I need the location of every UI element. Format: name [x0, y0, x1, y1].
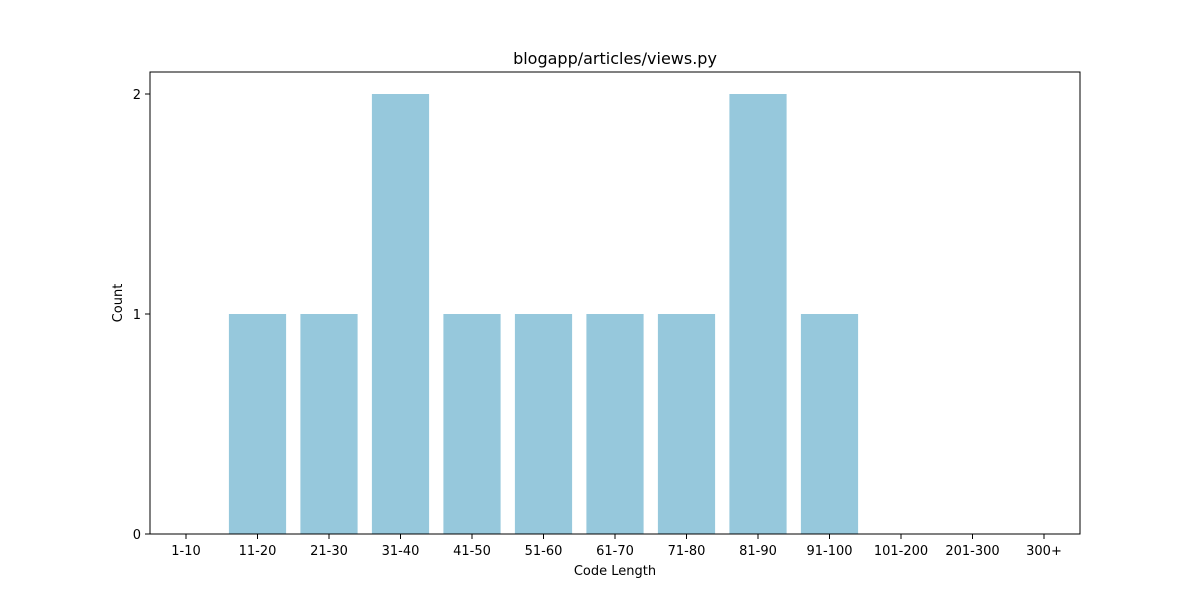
x-tick-label: 201-300: [945, 544, 999, 559]
bar-31-40: [371, 94, 430, 534]
bar-11-20: [228, 314, 287, 534]
x-tick-label: 51-60: [525, 544, 563, 559]
x-axis-label: Code Length: [574, 564, 656, 579]
y-axis-ticks: 0 1 2: [133, 88, 150, 543]
bar-21-30: [300, 314, 358, 534]
bar-91-100: [800, 314, 859, 534]
x-tick-label: 300+: [1026, 544, 1062, 559]
y-axis-label: Count: [111, 284, 126, 323]
chart-title: blogapp/articles/views.py: [513, 49, 717, 68]
y-tick-label: 2: [133, 88, 141, 103]
x-tick-label: 101-200: [874, 544, 928, 559]
bar-71-80: [657, 314, 716, 534]
bar-51-60: [514, 314, 573, 534]
x-tick-label: 1-10: [171, 544, 201, 559]
bar-81-90: [729, 94, 787, 534]
x-tick-label: 21-30: [310, 544, 348, 559]
x-tick-label: 71-80: [668, 544, 706, 559]
x-tick-label: 91-100: [806, 544, 852, 559]
y-tick-label: 1: [133, 308, 141, 323]
bars-group: [228, 94, 859, 534]
x-tick-label: 31-40: [382, 544, 420, 559]
x-tick-label: 81-90: [739, 544, 777, 559]
y-tick-label: 0: [133, 528, 141, 543]
x-tick-label: 61-70: [596, 544, 634, 559]
x-tick-label: 11-20: [239, 544, 277, 559]
x-tick-label: 41-50: [453, 544, 491, 559]
bar-61-70: [586, 314, 644, 534]
x-axis-ticks: 1-10 11-20 21-30 31-40 41-50 51-60 61-70 71-80 8…: [171, 534, 1062, 559]
bar-41-50: [443, 314, 501, 534]
